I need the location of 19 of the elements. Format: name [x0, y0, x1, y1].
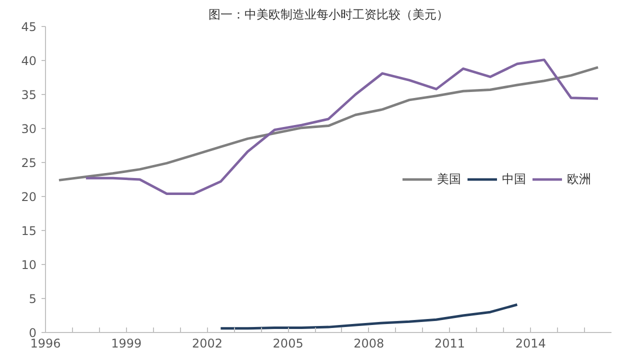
y-tick-label: 35 [21, 88, 37, 102]
y-tick-label: 40 [21, 54, 37, 68]
x-tick-label: 1999 [111, 336, 142, 350]
y-tick-label: 25 [21, 156, 37, 170]
y-tick-label: 15 [21, 224, 37, 238]
x-tick-label: 2014 [515, 336, 546, 350]
y-tick-label: 10 [21, 258, 37, 272]
legend-label: 美国 [437, 170, 461, 188]
x-tick-label: 2005 [272, 336, 304, 350]
legend-label: 中国 [502, 170, 526, 188]
y-tick-label: 45 [21, 20, 37, 34]
x-tick-label: 2011 [434, 336, 466, 350]
x-tick-label: 2008 [354, 336, 384, 350]
y-tick-label: 5 [28, 292, 37, 306]
chart-title: 图一：中美欧制造业每小时工资比较（美元） [208, 8, 448, 22]
x-tick-label: 2002 [192, 336, 222, 350]
legend-label: 欧洲 [567, 170, 591, 188]
y-tick-label: 30 [21, 122, 37, 136]
y-tick-label: 20 [21, 190, 37, 204]
